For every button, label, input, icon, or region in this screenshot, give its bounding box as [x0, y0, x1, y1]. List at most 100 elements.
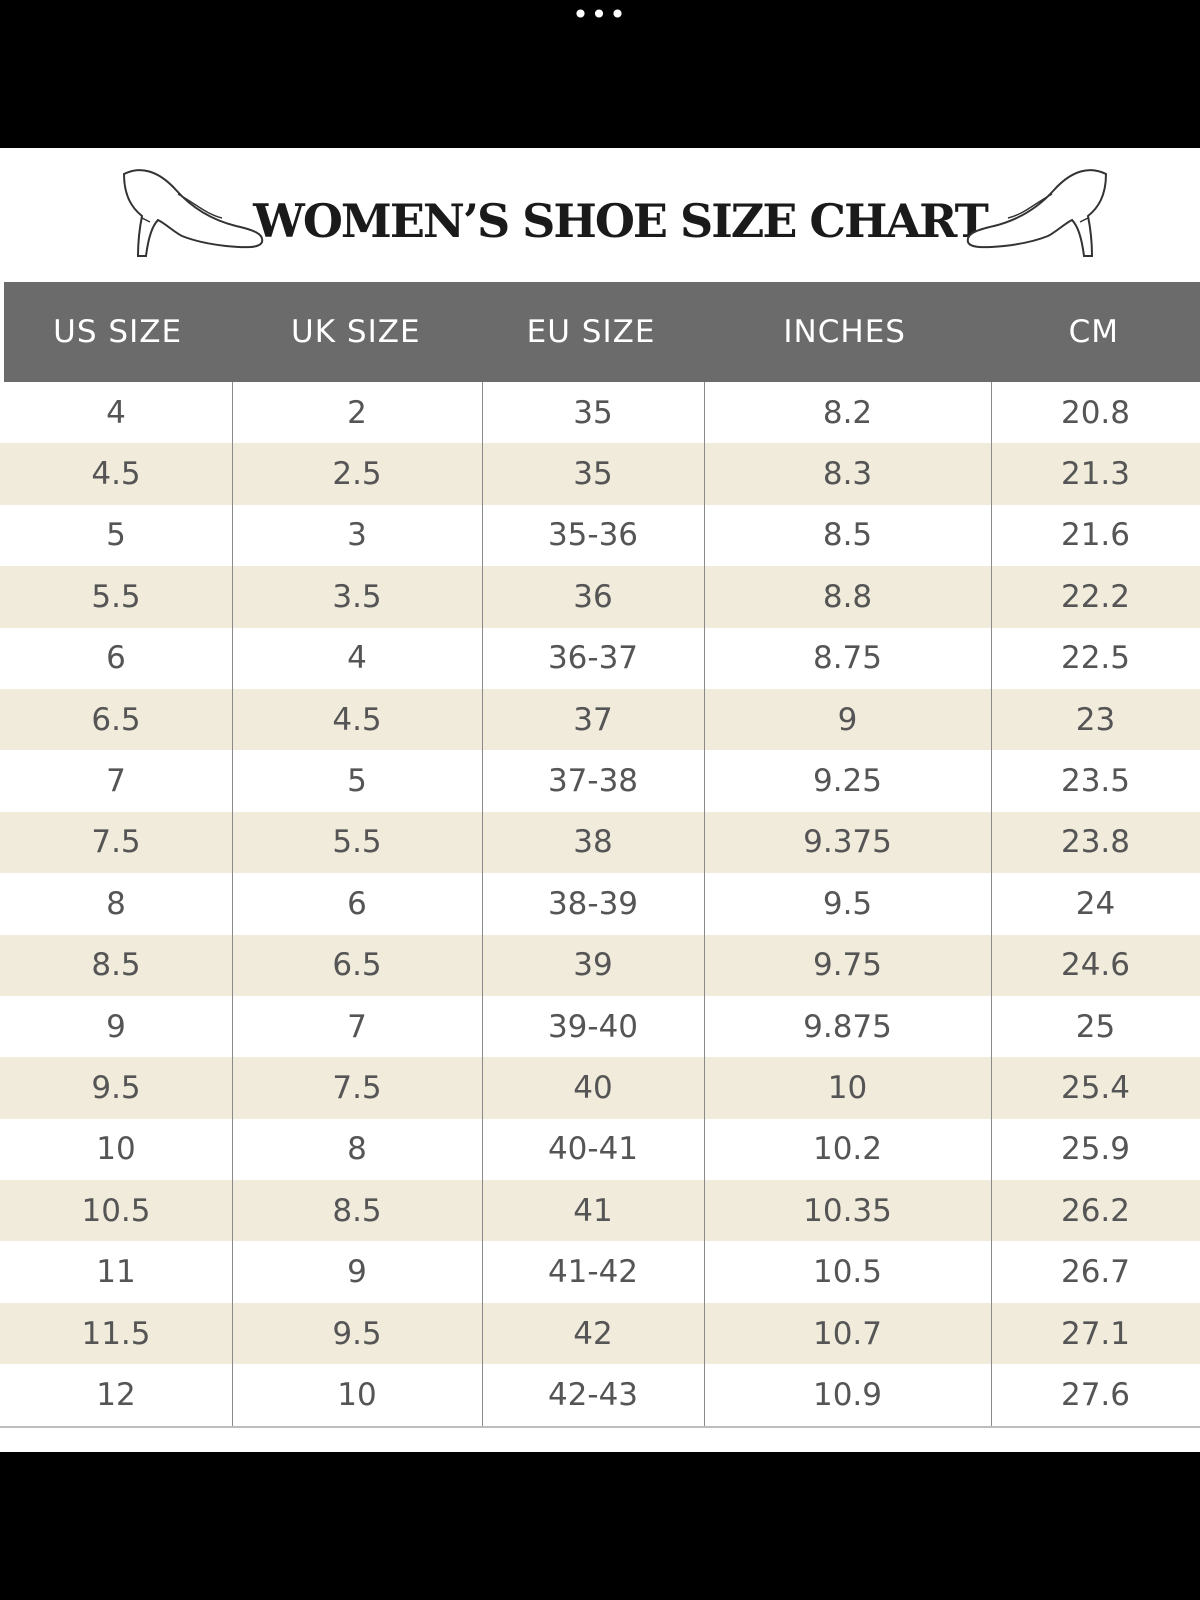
uk-size-cell: 4.5 — [332, 701, 382, 738]
table-row: 10 8 40-41 10.2 25.9 — [0, 1118, 1200, 1181]
uk-size-cell: 5 — [347, 763, 367, 800]
eu-size-cell: 42-43 — [547, 1376, 639, 1413]
eu-size-cell: 36-37 — [547, 640, 639, 677]
eu-size-cell: 41-42 — [547, 1254, 639, 1291]
us-size-cell: 6 — [106, 640, 126, 677]
cm-cell: 21.6 — [1060, 517, 1131, 554]
size-table: US SIZE UK SIZE EU SIZE INCHES CM 4 2 35 8.… — [0, 282, 1200, 1428]
inches-cell: 10.7 — [812, 1315, 883, 1352]
us-size-cell: 7 — [106, 763, 126, 800]
uk-size-cell: 9 — [347, 1254, 367, 1291]
eu-size-cell: 38 — [573, 824, 613, 861]
inches-cell: 9.5 — [822, 885, 873, 922]
table-row: 6.5 4.5 37 9 23 — [0, 688, 1200, 751]
uk-size-cell: 2.5 — [332, 456, 382, 493]
inches-cell: 8.5 — [822, 517, 873, 554]
table-row: 12 10 42-43 10.9 27.6 — [0, 1364, 1200, 1426]
table-row: 8 6 38-39 9.5 24 — [0, 873, 1200, 935]
cm-cell: 21.3 — [1060, 456, 1131, 493]
eu-size-cell: 40-41 — [547, 1131, 639, 1168]
table-row: 7.5 5.5 38 9.375 23.8 — [0, 811, 1200, 874]
us-size-cell: 10.5 — [81, 1192, 151, 1229]
uk-size-cell: 2 — [347, 394, 367, 431]
eu-size-cell: 35 — [573, 456, 613, 493]
eu-size-cell: 39 — [573, 947, 613, 984]
eu-size-cell: 39-40 — [547, 1008, 639, 1045]
cm-cell: 27.1 — [1060, 1315, 1131, 1352]
us-size-cell: 11.5 — [81, 1315, 151, 1352]
eu-size-cell: 37 — [573, 701, 613, 738]
cm-cell: 24 — [1075, 885, 1116, 922]
uk-size-cell: 9.5 — [332, 1315, 382, 1352]
table-row: 9 7 39-40 9.875 25 — [0, 995, 1200, 1058]
inches-cell: 10.2 — [812, 1131, 883, 1168]
inches-cell: 10.9 — [812, 1376, 883, 1413]
inches-cell: 10.35 — [803, 1192, 892, 1229]
eu-size-cell: 37-38 — [547, 763, 639, 800]
us-size-cell: 5 — [106, 517, 126, 554]
chart-header: WOMEN’S SHOE SIZE CHART — [0, 148, 1200, 280]
column-divider — [232, 382, 233, 1426]
inches-cell: 8.3 — [822, 456, 873, 493]
inches-cell: 8.75 — [812, 640, 883, 677]
more-options-dots[interactable]: ••• — [572, 0, 628, 31]
chart-title: WOMEN’S SHOE SIZE CHART — [253, 194, 989, 248]
inches-cell: 9.875 — [803, 1008, 892, 1045]
uk-size-cell: 3 — [347, 517, 367, 554]
cm-cell: 26.2 — [1060, 1192, 1131, 1229]
inches-cell: 9.25 — [812, 763, 883, 800]
us-size-cell: 9.5 — [91, 1069, 141, 1106]
us-size-cell: 10 — [96, 1131, 136, 1168]
column-header-eu-size: EU SIZE — [526, 314, 656, 350]
us-size-cell: 4 — [106, 394, 126, 431]
column-divider — [704, 382, 705, 1426]
cm-cell: 22.5 — [1060, 640, 1131, 677]
eu-size-cell: 40 — [573, 1069, 613, 1106]
cm-cell: 23 — [1075, 701, 1116, 738]
inches-cell: 8.8 — [822, 578, 873, 615]
cm-cell: 25 — [1075, 1008, 1116, 1045]
table-row: 11.5 9.5 42 10.7 27.1 — [0, 1302, 1200, 1365]
cm-cell: 22.2 — [1060, 578, 1131, 615]
eu-size-cell: 38-39 — [547, 885, 639, 922]
inches-cell: 9.75 — [812, 947, 883, 984]
table-row: 4.5 2.5 35 8.3 21.3 — [0, 443, 1200, 505]
cm-cell: 25.9 — [1060, 1131, 1131, 1168]
column-header-uk-size: UK SIZE — [291, 314, 421, 350]
column-divider — [991, 382, 992, 1426]
eu-size-cell: 36 — [573, 578, 613, 615]
uk-size-cell: 4 — [347, 640, 367, 677]
cm-cell: 20.8 — [1060, 394, 1131, 431]
cm-cell: 24.6 — [1060, 947, 1131, 984]
column-header-cm: CM — [1068, 314, 1120, 350]
uk-size-cell: 6 — [347, 885, 367, 922]
cm-cell: 23.5 — [1060, 763, 1131, 800]
column-header-inches: INCHES — [783, 314, 906, 350]
table-row: 5 3 35-36 8.5 21.6 — [0, 504, 1200, 567]
high-heel-shoe-icon — [966, 169, 1108, 257]
eu-size-cell: 41 — [573, 1192, 613, 1229]
us-size-cell: 11 — [96, 1254, 136, 1291]
column-divider — [482, 382, 483, 1426]
uk-size-cell: 3.5 — [332, 578, 382, 615]
table-row: 8.5 6.5 39 9.75 24.6 — [0, 934, 1200, 996]
us-size-cell: 6.5 — [91, 701, 141, 738]
high-heel-shoe-icon — [122, 169, 264, 257]
eu-size-cell: 35 — [573, 394, 613, 431]
cm-cell: 23.8 — [1060, 824, 1131, 861]
cm-cell: 26.7 — [1060, 1254, 1131, 1291]
table-body: 4 2 35 8.2 20.8 4.5 2.5 35 8.3 21.3 5 3 35-36 8.5 21.6… — [0, 382, 1200, 1428]
us-size-cell: 8 — [106, 885, 126, 922]
table-header-row: US SIZE UK SIZE EU SIZE INCHES CM — [4, 282, 1200, 382]
uk-size-cell: 8 — [347, 1131, 367, 1168]
uk-size-cell: 8.5 — [332, 1192, 382, 1229]
table-row: 7 5 37-38 9.25 23.5 — [0, 750, 1200, 812]
uk-size-cell: 6.5 — [332, 947, 382, 984]
us-size-cell: 9 — [106, 1008, 126, 1045]
eu-size-cell: 42 — [573, 1315, 613, 1352]
cm-cell: 27.6 — [1060, 1376, 1131, 1413]
column-header-us-size: US SIZE — [53, 314, 183, 350]
inches-cell: 10.5 — [812, 1254, 883, 1291]
table-row: 5.5 3.5 36 8.8 22.2 — [0, 566, 1200, 628]
